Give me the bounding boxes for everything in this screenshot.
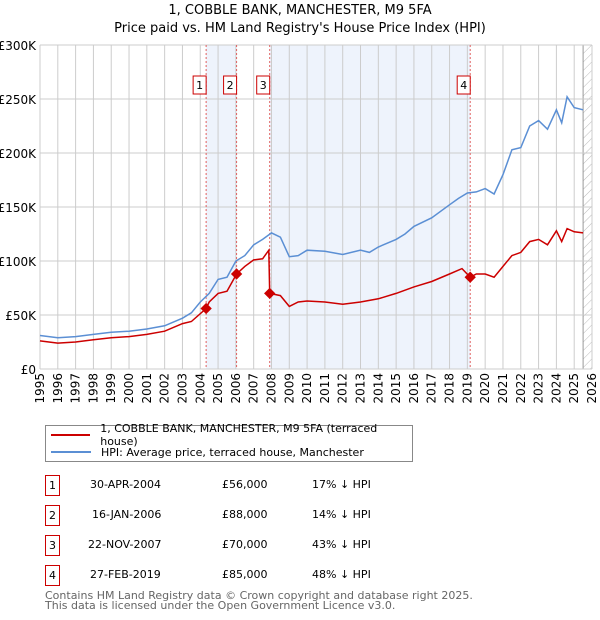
property-price-line [39, 227, 584, 344]
x-tick-label: 2007 [247, 373, 261, 404]
transaction-number: 4 [45, 565, 60, 586]
x-tick-label: 1999 [104, 373, 118, 404]
x-tick-label: 2025 [567, 373, 581, 404]
transaction-number: 1 [45, 475, 60, 496]
transaction-price: £56,000 [222, 478, 268, 491]
x-tick-label: 2012 [336, 373, 350, 404]
marker-label-box [256, 75, 271, 95]
legend-label-property: 1, COBBLE BANK, MANCHESTER, M9 5FA (terr… [100, 422, 378, 448]
x-tick-label: 1997 [69, 373, 83, 404]
footer-licence: This data is licensed under the Open Gov… [45, 599, 396, 612]
x-tick-label: 2022 [514, 373, 528, 404]
sale-point [200, 302, 212, 315]
transaction-date: 30-APR-2004 [90, 478, 162, 491]
marker-label: 3 [260, 79, 267, 92]
transaction-hpi: 17% ↓ HPI [312, 478, 371, 491]
red-line-swatch [51, 434, 91, 436]
x-tick-label: 2014 [371, 373, 385, 404]
price-chart: 1 2 3 4 1995 1996 1997 1998 1999 2000 2001 2002 2003… [0, 39, 599, 404]
marker-label-box [456, 75, 471, 95]
transaction-date: 22-NOV-2007 [88, 538, 162, 551]
x-tick-label: 2008 [264, 373, 278, 404]
x-tick-label: 2021 [496, 373, 510, 404]
x-tick-label: 2003 [175, 373, 189, 404]
y-tick-label: £250K [0, 93, 37, 107]
y-tick-label: £50K [5, 309, 37, 323]
y-tick-label: £100K [0, 255, 37, 269]
x-tick-label: 2001 [140, 373, 154, 404]
x-tick-label: 1998 [86, 373, 100, 404]
y-tick-label: £0 [21, 363, 36, 377]
x-tick-label: 2024 [549, 373, 563, 404]
transaction-price: £88,000 [222, 508, 268, 521]
x-tick-label: 2010 [300, 373, 314, 404]
transaction-number: 3 [45, 535, 60, 556]
x-tick-label: 2002 [158, 373, 172, 404]
transaction-hpi: 14% ↓ HPI [312, 508, 371, 521]
transaction-hpi: 43% ↓ HPI [312, 538, 371, 551]
legend: 1, COBBLE BANK, MANCHESTER, M9 5FA (terr… [45, 422, 413, 462]
marker-label: 4 [460, 79, 467, 92]
x-tick-label: 2015 [389, 373, 403, 404]
y-tick-label: £150K [0, 201, 37, 215]
legend-item-hpi: HPI: Average price, terraced house, Manc… [51, 444, 364, 460]
transaction-date: 16-JAN-2006 [92, 508, 162, 521]
chart-title: 1, COBBLE BANK, MANCHESTER, M9 5FA [168, 3, 432, 18]
transaction-price: £70,000 [222, 538, 268, 551]
y-tick-label: £200K [0, 147, 37, 161]
legend-item-property: 1, COBBLE BANK, MANCHESTER, M9 5FA (terr… [51, 422, 412, 448]
x-tick-label: 1996 [51, 373, 65, 404]
marker-label: 2 [227, 79, 234, 92]
y-tick-label: £300K [0, 39, 37, 53]
transaction-row: 2 16-JAN-2006 £88,000 14% ↓ HPI [45, 505, 425, 526]
x-tick-label: 2006 [229, 373, 243, 404]
transaction-row: 1 30-APR-2004 £56,000 17% ↓ HPI [45, 475, 425, 496]
x-tick-label: 2013 [354, 373, 368, 404]
x-tick-label: 2019 [460, 373, 474, 404]
marker-label-box [223, 75, 238, 95]
transaction-row: 3 22-NOV-2007 £70,000 43% ↓ HPI [45, 535, 425, 556]
sale-point [230, 268, 243, 280]
marker-label: 1 [196, 79, 203, 92]
footer-copyright: Contains HM Land Registry data © Crown c… [45, 589, 473, 602]
x-tick-label: 2016 [407, 373, 421, 404]
transaction-number: 2 [45, 505, 60, 526]
x-tick-label: 2004 [193, 373, 207, 404]
x-tick-label: 2023 [532, 373, 546, 404]
blue-line-swatch [51, 451, 91, 453]
chart-subtitle: Price paid vs. HM Land Registry's House … [114, 21, 486, 36]
x-tick-label: 1995 [33, 373, 47, 404]
x-tick-label: 2018 [443, 373, 457, 404]
x-tick-label: 2005 [211, 373, 225, 404]
x-tick-label: 2009 [282, 373, 296, 404]
x-tick-label: 2020 [478, 373, 492, 404]
hpi-line [39, 94, 584, 339]
x-tick-label: 2017 [425, 373, 439, 404]
transaction-date: 27-FEB-2019 [90, 568, 161, 581]
x-tick-label: 2011 [318, 373, 332, 404]
x-tick-label: 2000 [122, 373, 136, 404]
legend-label-hpi: HPI: Average price, terraced house, Manc… [101, 445, 364, 459]
sale-point [464, 271, 476, 283]
transaction-hpi: 48% ↓ HPI [312, 568, 371, 581]
transaction-row: 4 27-FEB-2019 £85,000 48% ↓ HPI [45, 565, 425, 586]
x-tick-label: 2026 [585, 373, 599, 404]
sale-point [264, 287, 276, 300]
transaction-price: £85,000 [222, 568, 268, 581]
marker-label-box [192, 75, 207, 95]
